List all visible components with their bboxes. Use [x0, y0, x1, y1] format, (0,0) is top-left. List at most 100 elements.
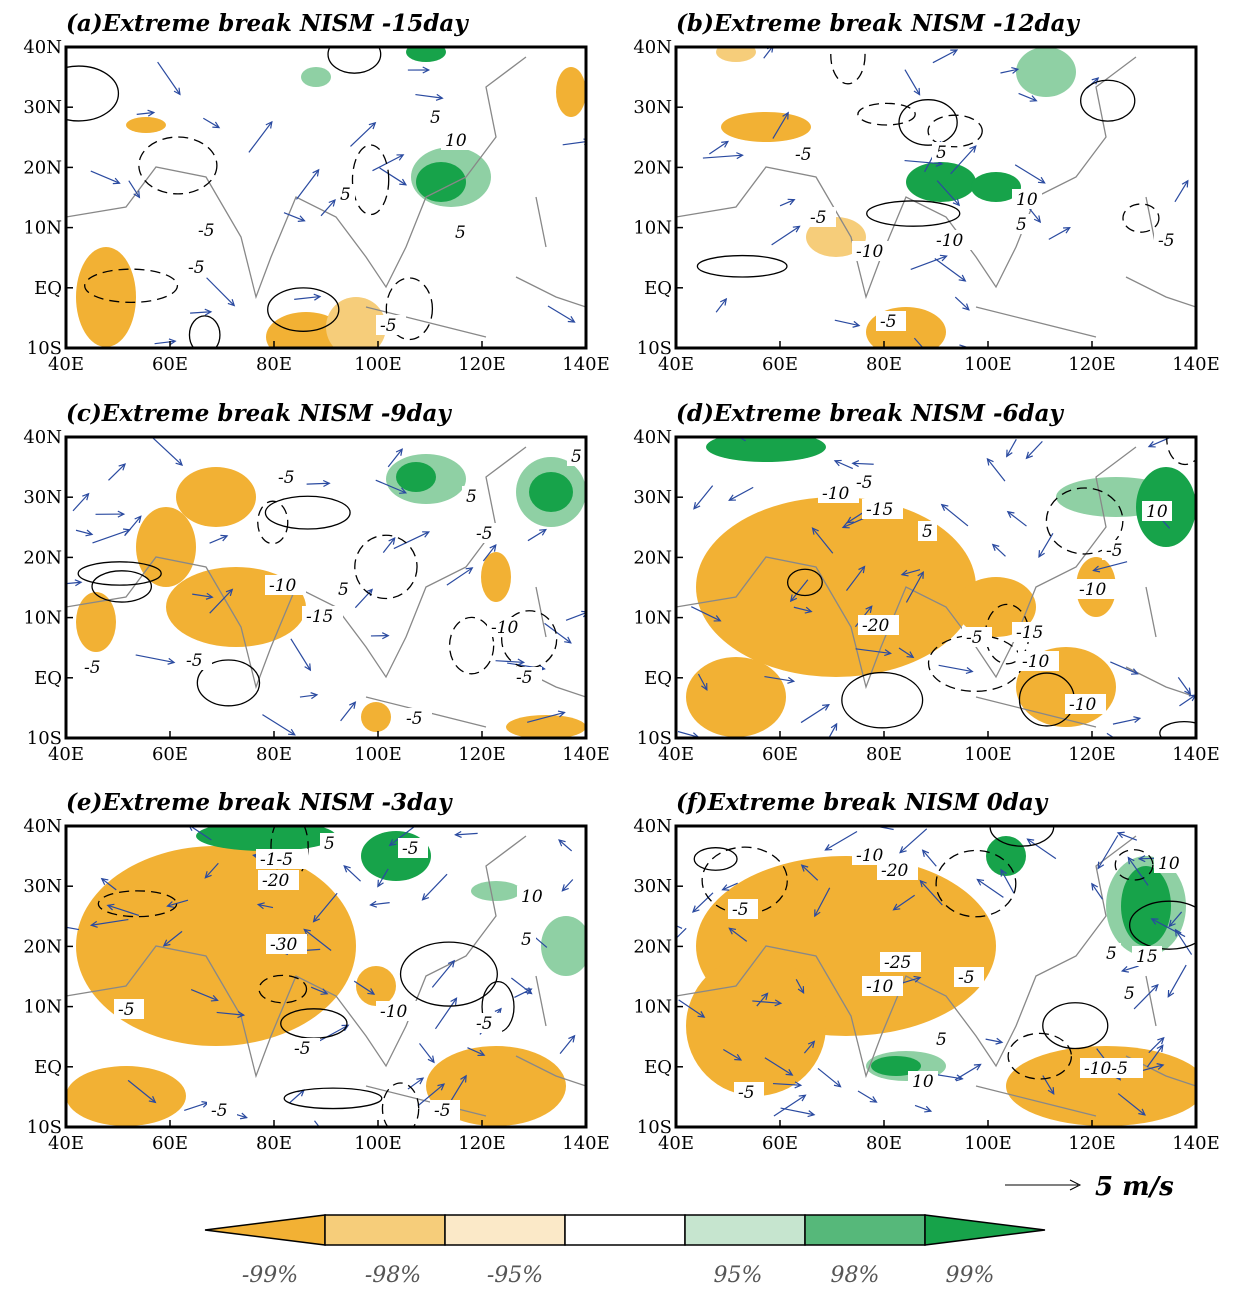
contour-label: -25	[884, 953, 911, 973]
contour	[858, 103, 915, 125]
contour	[867, 201, 960, 226]
lon-label: 100E	[354, 1133, 402, 1154]
shading	[406, 42, 446, 62]
contour-label: 10	[1146, 502, 1168, 522]
contour-label: -20	[262, 871, 290, 891]
contour-label: 10	[1016, 190, 1038, 210]
contour-label: -5	[1106, 541, 1123, 561]
lon-label: 100E	[964, 744, 1012, 765]
wind-vector	[73, 494, 89, 511]
panel-title: (f)Extreme break NISM 0day	[676, 789, 1049, 816]
lat-label: EQ	[644, 668, 672, 689]
contour-label: 5	[936, 143, 947, 163]
shading	[716, 42, 756, 62]
contour-label: -15	[306, 607, 333, 627]
wind-vector	[153, 438, 182, 465]
contour-label: -10	[380, 1002, 408, 1022]
lon-label: 60E	[762, 744, 798, 765]
wind-vector	[1008, 512, 1027, 526]
contour	[694, 848, 737, 871]
wind-vector	[435, 998, 456, 1029]
contour-label: -10	[491, 618, 519, 638]
contour	[1081, 80, 1135, 121]
wind-vector	[249, 122, 272, 152]
shading	[721, 112, 811, 142]
wind-vector	[341, 702, 356, 721]
lat-label: EQ	[34, 278, 62, 299]
lat-label: 10N	[633, 608, 672, 629]
lon-label: 120E	[458, 354, 506, 375]
wind-vector	[703, 155, 743, 158]
contour-label: -10	[856, 242, 884, 262]
contour-label: 5	[521, 930, 532, 950]
shading	[986, 836, 1026, 876]
contour-label: -5	[294, 1039, 311, 1059]
shading	[481, 552, 511, 602]
contour-label: -10	[1022, 652, 1050, 672]
panel-title: (a)Extreme break NISM -15day	[66, 10, 469, 37]
contour-label: -5	[118, 1000, 135, 1020]
wind-vector	[729, 487, 753, 500]
contour-label: 10	[1158, 854, 1180, 874]
contour-label: 5	[571, 447, 582, 467]
lon-label: 100E	[354, 354, 402, 375]
contour-label: -5	[211, 1101, 228, 1121]
contour-label: -30	[270, 935, 298, 955]
contour-label: 5	[1106, 944, 1117, 964]
wind-vector	[108, 464, 125, 480]
lat-label: 30N	[633, 97, 672, 118]
contour-label: 5	[455, 223, 466, 243]
contour-label: -5	[966, 628, 983, 648]
colorbar-label: -98%	[365, 1263, 421, 1288]
contour-label: -10	[269, 576, 297, 596]
wind-vector	[548, 306, 575, 322]
colorbar-label: 95%	[714, 1263, 763, 1288]
wind-vector	[262, 715, 294, 735]
wind-vector	[419, 1043, 433, 1062]
wind-vector	[1168, 965, 1186, 997]
lon-label: 120E	[1068, 744, 1116, 765]
shading	[906, 162, 976, 202]
contour-label: 5	[922, 522, 933, 542]
contour	[1160, 722, 1209, 745]
lon-label: 140E	[1172, 354, 1220, 375]
panel: -10-5-15510-5-10-20-5-15-10-10(d)Extreme…	[633, 400, 1219, 765]
contour	[1167, 413, 1204, 465]
lon-label: 140E	[1172, 744, 1220, 765]
lon-label: 40E	[658, 744, 694, 765]
lon-label: 80E	[256, 1133, 292, 1154]
lon-label: 40E	[658, 354, 694, 375]
lon-label: 140E	[562, 354, 610, 375]
shading	[471, 881, 521, 901]
wind-vector-head	[668, 922, 675, 927]
contour-label: -5	[188, 258, 205, 278]
map-area	[39, 35, 590, 362]
contour-label: -20	[881, 861, 909, 881]
lat-label: 20N	[23, 157, 62, 178]
contour-label: -20	[862, 616, 890, 636]
lon-label: 140E	[562, 1133, 610, 1154]
wind-vector-head	[822, 705, 829, 711]
shading	[529, 472, 573, 512]
coastline	[676, 57, 1136, 297]
contour-label: 5	[338, 580, 349, 600]
contour-label: -10	[866, 977, 894, 997]
lon-label: 60E	[152, 354, 188, 375]
wind-vector	[307, 483, 330, 484]
lon-label: 60E	[762, 1133, 798, 1154]
contour-label: -5	[880, 312, 897, 332]
lat-label: 10N	[23, 218, 62, 239]
contour-label: -5	[738, 1083, 755, 1103]
wind-vector	[496, 661, 524, 663]
contour-label: -5	[516, 668, 533, 688]
contour-label: -10	[1069, 695, 1097, 715]
contour-label: 10	[912, 1072, 934, 1092]
contour-label: -5	[434, 1101, 451, 1121]
shading	[1016, 47, 1076, 97]
wind-vector	[935, 259, 966, 281]
lat-label: 30N	[23, 487, 62, 508]
contour	[284, 1088, 382, 1108]
